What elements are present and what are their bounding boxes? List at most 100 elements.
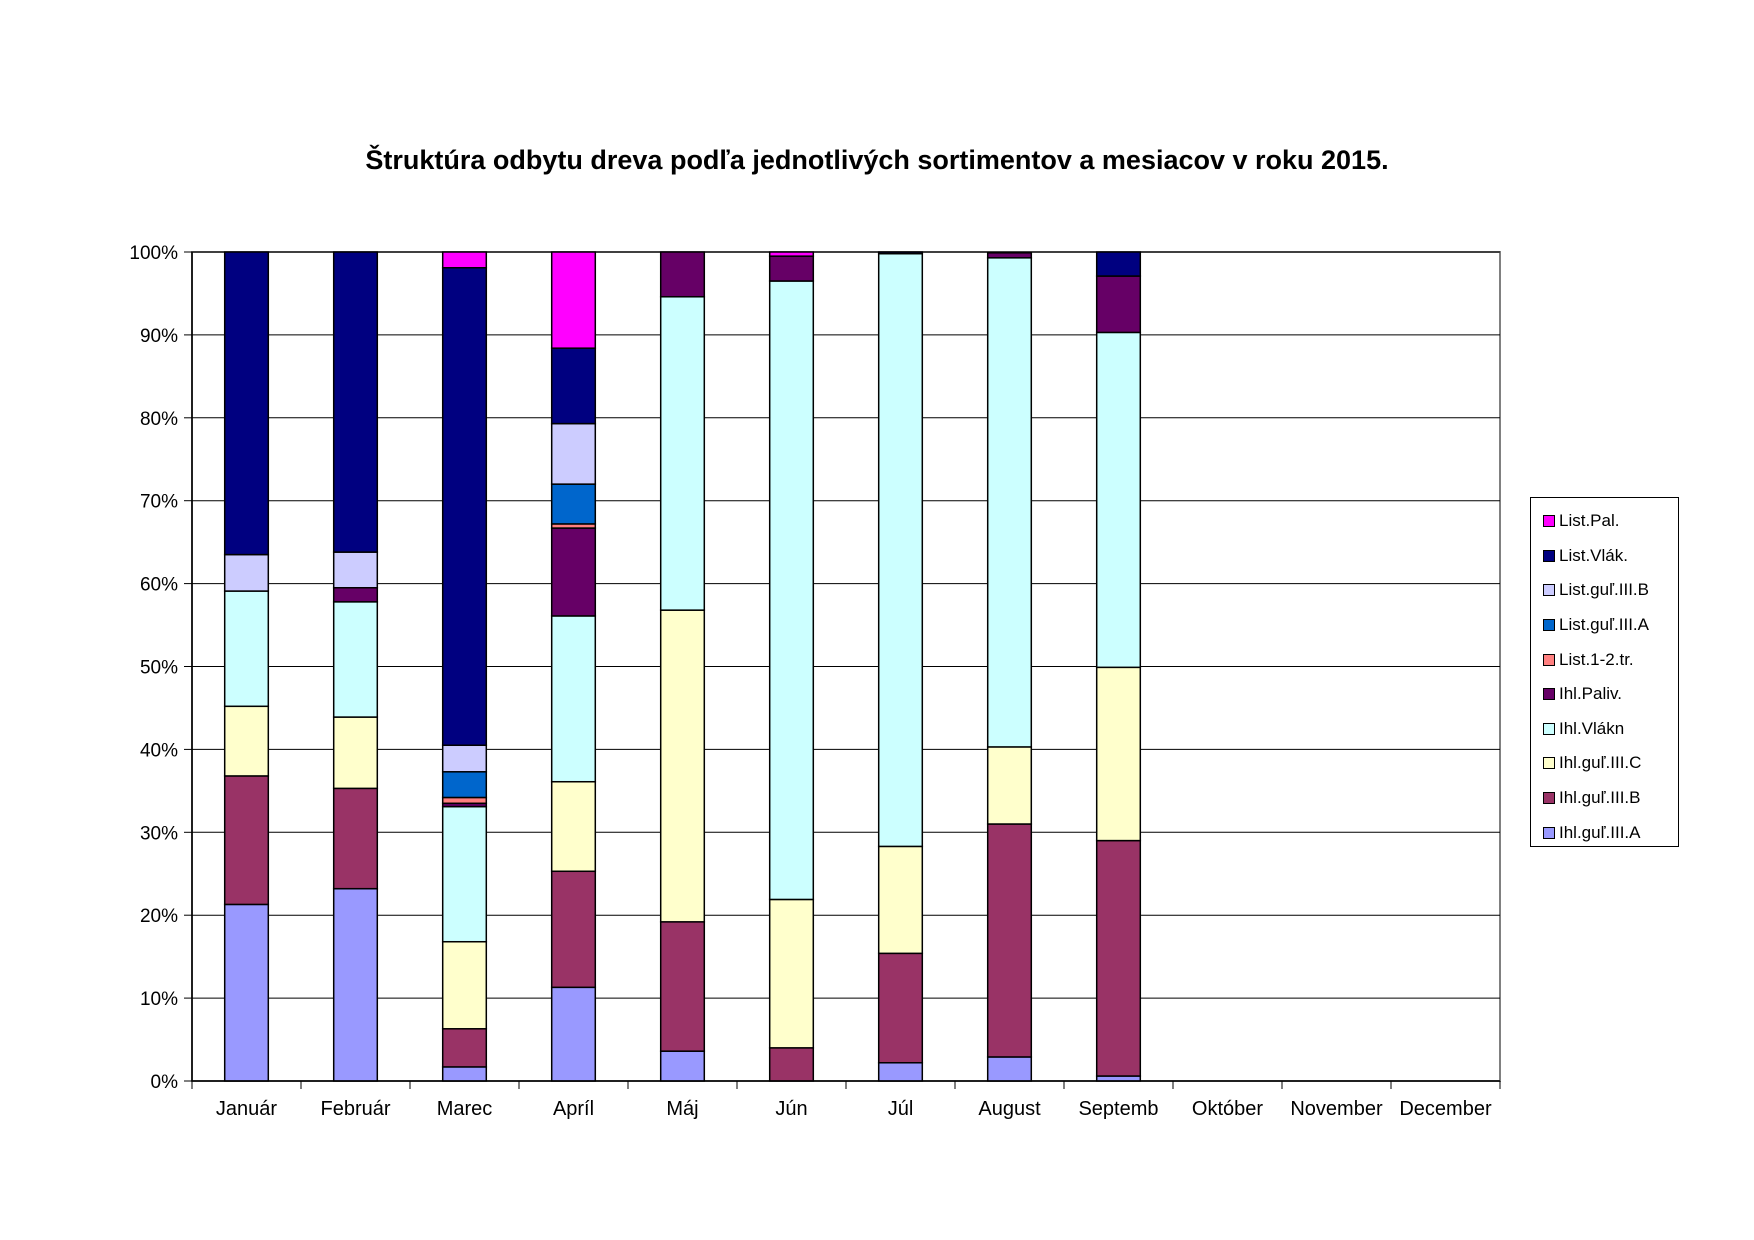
legend-swatch xyxy=(1543,584,1555,597)
legend-swatch xyxy=(1543,792,1555,805)
legend-label: Ihl.Paliv. xyxy=(1559,684,1622,704)
bar-segment-ihl-vl-kn xyxy=(1095,331,1142,669)
bar-segment-ihl-vl-kn xyxy=(659,296,706,611)
x-tick-label: Jún xyxy=(775,1098,807,1120)
y-tick-label: 50% xyxy=(140,658,178,679)
legend-item: List.guľ.III.B xyxy=(1531,573,1678,608)
bar-segment-ihl-gu-iii-c xyxy=(550,780,597,873)
bar-segment-ihl-paliv- xyxy=(659,251,706,298)
legend-item: List.Vlák. xyxy=(1531,539,1678,574)
bar-segment-ihl-gu-iii-c xyxy=(332,716,379,790)
x-tick-label: Marec xyxy=(437,1098,493,1120)
y-tick-label: 40% xyxy=(140,740,178,761)
y-tick-label: 10% xyxy=(140,989,178,1010)
bar-segment-ihl-gu-iii-b xyxy=(550,870,597,989)
y-tick-label: 0% xyxy=(151,1072,179,1093)
x-tick-label: November xyxy=(1290,1098,1383,1120)
x-tick-label: Január xyxy=(216,1098,277,1120)
y-tick-label: 90% xyxy=(140,326,178,347)
legend-item: List.Pal. xyxy=(1531,504,1678,539)
bar-segment-ihl-gu-iii-a xyxy=(441,1066,488,1082)
x-tick-label: Septemb xyxy=(1078,1098,1158,1120)
chart-title: Štruktúra odbytu dreva podľa jednotlivýc… xyxy=(365,145,1389,175)
legend-label: Ihl.Vlákn xyxy=(1559,718,1625,738)
bar-segment-list-vl-k- xyxy=(441,267,488,747)
legend-swatch xyxy=(1543,826,1555,839)
bar-segment-ihl-gu-iii-a xyxy=(986,1056,1033,1082)
bar-segment-list-1-2-tr- xyxy=(441,796,488,805)
y-tick-label: 60% xyxy=(140,575,178,596)
bar-segment-ihl-gu-iii-a xyxy=(877,1062,924,1082)
legend-item: List.guľ.III.A xyxy=(1531,608,1678,643)
bar-segment-ihl-vl-kn xyxy=(986,257,1033,748)
bar-segment-list-pal- xyxy=(768,251,815,257)
legend-label: Ihl.guľ.III.C xyxy=(1559,753,1642,773)
gridlines xyxy=(191,251,1501,1082)
x-tick-label: Október xyxy=(1192,1098,1263,1120)
x-tick-label: Apríl xyxy=(553,1098,594,1120)
bar-segment-ihl-gu-iii-b xyxy=(441,1028,488,1068)
bar-segment-ihl-gu-iii-c xyxy=(659,609,706,923)
bar-segment-ihl-gu-iii-b xyxy=(659,921,706,1052)
bar-segment-ihl-vl-kn xyxy=(768,280,815,901)
bar-segment-list-gu-iii-a xyxy=(441,771,488,799)
bar-segment-ihl-vl-kn xyxy=(332,601,379,718)
bar-segment-ihl-gu-iii-a xyxy=(223,903,270,1082)
x-tick-label: Máj xyxy=(666,1098,698,1120)
legend-label: List.Vlák. xyxy=(1559,545,1628,565)
bar-segment-ihl-gu-iii-a xyxy=(659,1050,706,1082)
bar-segment-ihl-gu-iii-c xyxy=(1095,666,1142,842)
bar-segment-ihl-paliv- xyxy=(768,255,815,282)
legend-item: List.1-2.tr. xyxy=(1531,642,1678,677)
bar-segment-list-pal- xyxy=(550,251,597,349)
legend-item: Ihl.Paliv. xyxy=(1531,677,1678,712)
legend-label: List.guľ.III.A xyxy=(1559,615,1649,635)
bar-segment-ihl-gu-iii-b xyxy=(223,775,270,906)
y-tick-label: 100% xyxy=(129,243,178,264)
y-tick-label: 30% xyxy=(140,823,178,844)
legend-swatch xyxy=(1543,722,1555,735)
bar-segment-list-gu-iii-b xyxy=(223,553,270,592)
bar-segment-ihl-gu-iii-c xyxy=(986,746,1033,825)
bar-segment-list-pal- xyxy=(441,251,488,269)
bar-segment-ihl-vl-kn xyxy=(550,615,597,783)
bar-segment-ihl-gu-iii-b xyxy=(768,1047,815,1082)
bar-segment-ihl-vl-kn xyxy=(877,252,924,848)
bar-segment-list-vl-k- xyxy=(223,251,270,556)
bar-segment-list-vl-k- xyxy=(877,251,924,255)
y-tick-label: 80% xyxy=(140,409,178,430)
bar-segment-list-gu-iii-b xyxy=(550,422,597,485)
bars xyxy=(223,251,1142,1082)
bar-segment-ihl-gu-iii-a xyxy=(550,986,597,1082)
legend-item: Ihl.Vlákn xyxy=(1531,712,1678,747)
legend-swatch xyxy=(1543,549,1555,562)
bar-segment-ihl-gu-iii-b xyxy=(877,952,924,1064)
y-tick-label: 70% xyxy=(140,492,178,513)
legend-label: List.guľ.III.B xyxy=(1559,580,1649,600)
bar-segment-ihl-gu-iii-c xyxy=(441,940,488,1030)
bar-segment-ihl-paliv- xyxy=(986,252,1033,259)
bar-segment-list-vl-k- xyxy=(1095,251,1142,277)
bar-segment-ihl-paliv- xyxy=(1095,275,1142,334)
x-tick-label: August xyxy=(978,1098,1041,1120)
legend-swatch xyxy=(1543,653,1555,666)
legend-swatch xyxy=(1543,619,1555,632)
legend-item: Ihl.guľ.III.C xyxy=(1531,746,1678,781)
bar-segment-ihl-paliv- xyxy=(332,586,379,603)
legend-item: Ihl.guľ.III.A xyxy=(1531,815,1678,850)
legend: List.Pal. List.Vlák. List.guľ.III.B List.gu… xyxy=(1530,497,1679,847)
legend-swatch xyxy=(1543,757,1555,770)
x-tick-label: Február xyxy=(320,1098,390,1120)
bar-segment-ihl-gu-iii-c xyxy=(768,898,815,1049)
axes xyxy=(184,251,1501,1089)
legend-swatch xyxy=(1543,688,1555,701)
bar-segment-list-gu-iii-b xyxy=(332,551,379,589)
bar-segment-list-gu-iii-a xyxy=(550,483,597,525)
bar-segment-ihl-gu-iii-c xyxy=(223,705,270,777)
bar-segment-ihl-vl-kn xyxy=(223,590,270,708)
legend-item: Ihl.guľ.III.B xyxy=(1531,781,1678,816)
legend-label: Ihl.guľ.III.B xyxy=(1559,788,1641,808)
bar-segment-ihl-gu-iii-c xyxy=(877,845,924,955)
bar-segment-ihl-gu-iii-b xyxy=(986,823,1033,1058)
